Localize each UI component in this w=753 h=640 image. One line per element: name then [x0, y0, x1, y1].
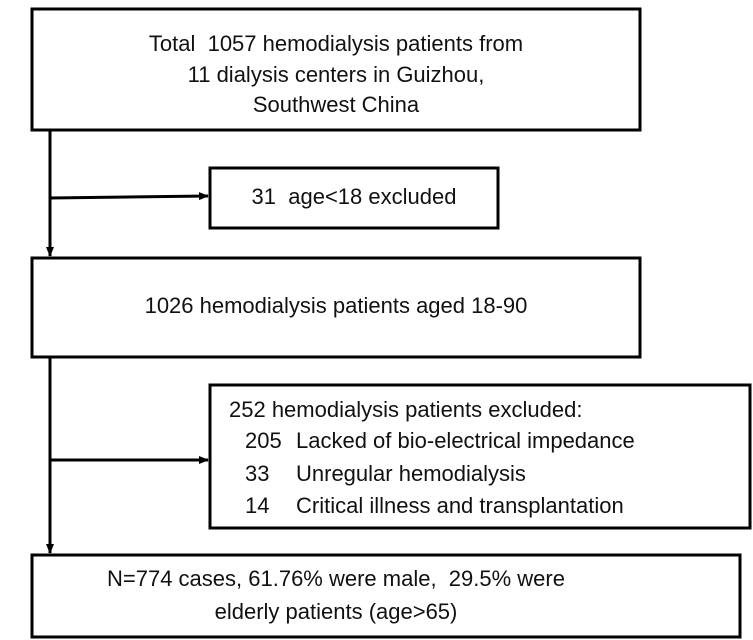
item-count: 14 — [245, 493, 269, 518]
box-text: elderly patients (age>65) — [215, 599, 458, 624]
box-text: 11 dialysis centers in Guizhou, — [188, 62, 485, 87]
box — [30, 7, 642, 132]
box-text: Total 1057 hemodialysis patients from — [149, 31, 523, 56]
box-text: 1026 hemodialysis patients aged 18-90 — [145, 293, 528, 318]
box-text: Southwest China — [253, 92, 420, 117]
box — [30, 553, 742, 639]
item-label: Unregular hemodialysis — [296, 461, 526, 486]
box — [208, 166, 500, 230]
item-label: Lacked of bio-electrical impedance — [296, 428, 635, 453]
box — [30, 256, 642, 359]
arrow — [49, 192, 209, 201]
item-count: 205 — [245, 428, 282, 453]
item-label: Critical illness and transplantation — [296, 493, 624, 518]
item-count: 33 — [245, 461, 269, 486]
box-text: N=774 cases, 61.76% were male, 29.5% wer… — [107, 566, 565, 591]
box — [208, 383, 752, 530]
box-text: 31 age<18 excluded — [252, 184, 457, 209]
box-title: 252 hemodialysis patients excluded: — [229, 397, 582, 422]
